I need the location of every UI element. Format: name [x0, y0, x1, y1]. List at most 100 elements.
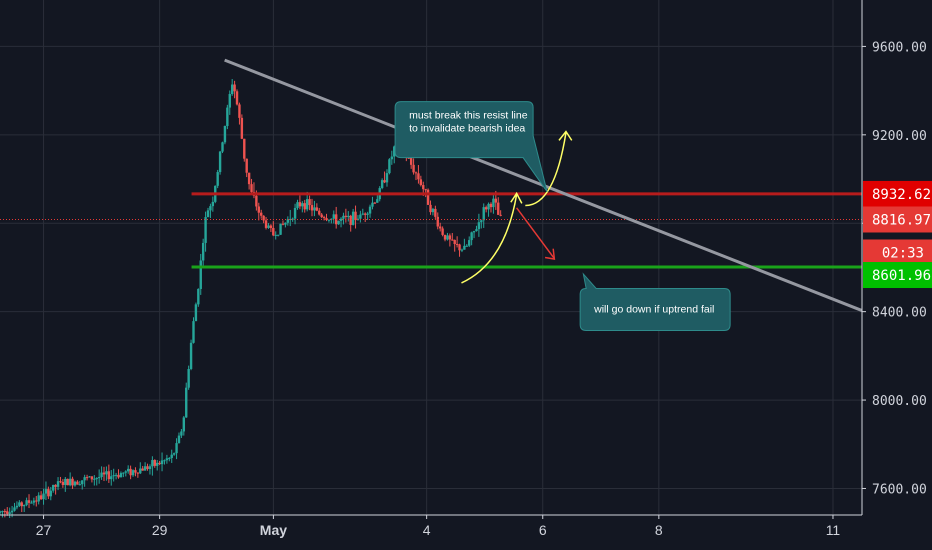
- candle-body: [463, 245, 466, 250]
- y-tick-label: 9600.00: [872, 40, 927, 55]
- candle-body: [342, 215, 345, 219]
- candle-body: [143, 466, 147, 471]
- candle: [359, 210, 362, 223]
- candle: [73, 480, 77, 487]
- x-tick-label: 27: [36, 522, 52, 538]
- candle: [185, 382, 188, 418]
- candle-body: [313, 207, 316, 211]
- candle: [42, 488, 45, 505]
- candle: [153, 459, 156, 468]
- chart-grid: [0, 0, 862, 515]
- candle-body: [325, 218, 328, 221]
- candle: [114, 472, 118, 480]
- candle-body: [10, 510, 14, 513]
- candle-body: [429, 204, 432, 213]
- down-arrow: [516, 207, 555, 260]
- y-tick-label: 9200.00: [872, 129, 927, 144]
- candle: [276, 234, 280, 237]
- candle-body: [73, 481, 77, 486]
- candle: [194, 302, 198, 322]
- candle: [393, 145, 396, 164]
- candle-body: [245, 158, 248, 173]
- candle: [480, 219, 483, 229]
- candle-body: [412, 164, 415, 173]
- candle-body: [25, 500, 28, 505]
- candle-body: [141, 468, 144, 471]
- candle-body: [465, 245, 468, 247]
- candle: [177, 432, 181, 444]
- candle: [279, 223, 282, 235]
- candle: [122, 472, 125, 478]
- candle-body: [431, 208, 435, 213]
- candle-body: [238, 104, 241, 118]
- candle-body: [390, 156, 394, 160]
- candle-body: [64, 478, 67, 485]
- candle: [197, 288, 200, 307]
- candle-body: [305, 199, 309, 210]
- candle: [492, 194, 495, 214]
- candle-body: [289, 219, 292, 221]
- candle: [15, 501, 19, 510]
- resistance-tag-label: 8932.62: [872, 187, 931, 203]
- candle: [388, 158, 391, 175]
- candle: [313, 200, 316, 217]
- candle-body: [47, 489, 50, 497]
- candle: [117, 469, 120, 479]
- candle: [371, 196, 374, 210]
- candle: [368, 204, 372, 218]
- candle: [221, 141, 224, 154]
- candle: [131, 469, 135, 477]
- candle-body: [228, 94, 231, 108]
- candle: [296, 199, 299, 210]
- candle: [90, 476, 94, 483]
- price-tags: 8932.62 8816.97 02:33 8601.96: [863, 180, 932, 289]
- candle-body: [451, 239, 454, 241]
- candle-body: [68, 478, 72, 486]
- candle: [332, 210, 335, 224]
- candle-body: [376, 199, 379, 203]
- up-curve-arrow: [461, 194, 518, 284]
- candle-body: [499, 214, 502, 216]
- candle-body: [27, 500, 31, 503]
- candle: [160, 452, 164, 472]
- candle-body: [315, 207, 319, 211]
- candle: [434, 205, 437, 220]
- candle-body: [105, 471, 108, 475]
- candle-body: [284, 222, 287, 225]
- candle: [156, 460, 159, 471]
- candle-body: [206, 210, 210, 218]
- candle-body: [318, 210, 321, 215]
- candle-body: [158, 462, 161, 465]
- candle-body: [235, 91, 239, 105]
- candle-body: [470, 232, 473, 241]
- candle: [22, 504, 26, 512]
- candle: [443, 234, 447, 242]
- candle-body: [373, 202, 377, 204]
- candle-body: [250, 184, 253, 192]
- candle-body: [151, 460, 154, 467]
- y-tick-label: 7600.00: [872, 482, 927, 497]
- candle-body: [492, 198, 495, 208]
- candle-body: [52, 484, 55, 491]
- candle: [68, 472, 72, 487]
- candle: [366, 211, 369, 221]
- candle: [228, 90, 231, 115]
- candle: [8, 507, 11, 519]
- candle: [143, 462, 147, 471]
- candle-body: [49, 490, 52, 497]
- candle: [37, 492, 40, 505]
- candle: [458, 243, 461, 257]
- candle-body: [330, 218, 333, 220]
- candle-body: [95, 478, 98, 480]
- candle-body: [76, 481, 79, 485]
- candle: [170, 449, 173, 463]
- candle: [250, 178, 253, 193]
- candle: [71, 476, 74, 489]
- candle: [235, 89, 239, 106]
- candle: [18, 500, 21, 507]
- candle-body: [274, 234, 277, 236]
- candle: [431, 207, 435, 216]
- candle: [30, 500, 33, 504]
- candle-body: [194, 304, 198, 322]
